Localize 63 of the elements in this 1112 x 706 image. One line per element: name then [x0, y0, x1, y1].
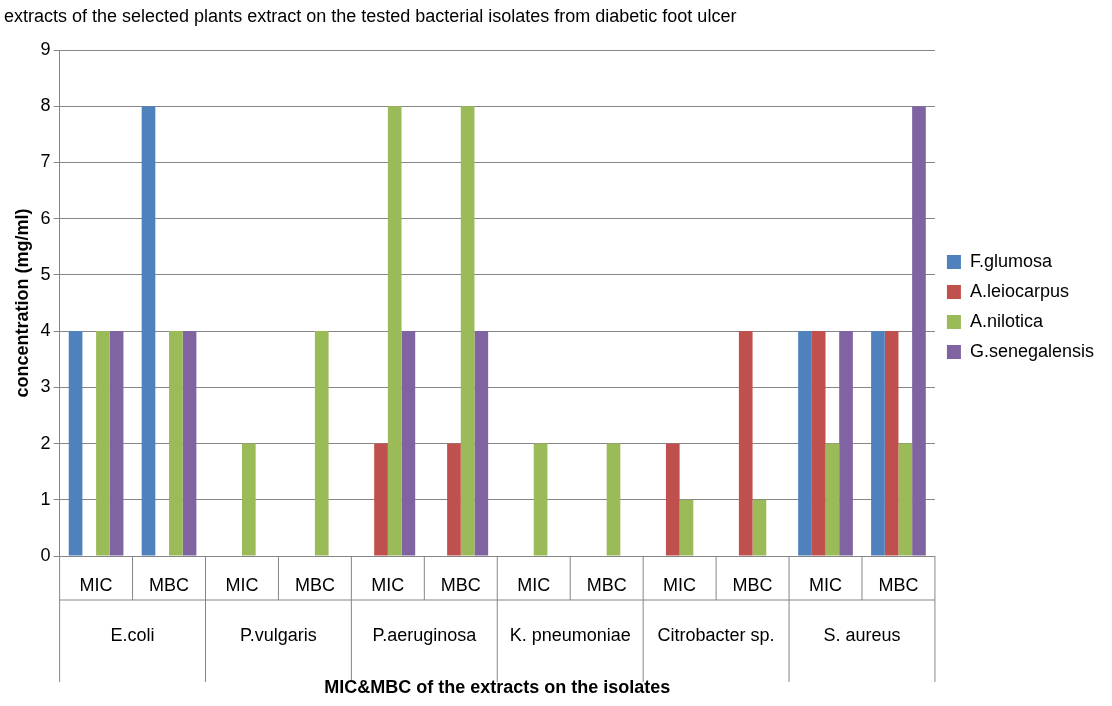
text: E.coli [110, 624, 155, 645]
legend-label: G.senegalensis [969, 340, 1094, 361]
x-tick-label: MBC [294, 574, 335, 595]
y-tick-label: 6 [40, 207, 51, 228]
bar [752, 499, 767, 556]
chart-title: extracts of the selected plants extract on the tested bacterial isolates from diabetic foot ulcer [4, 5, 737, 26]
x-tick-label: MBC [149, 574, 190, 595]
bar [871, 331, 885, 556]
bar [474, 331, 489, 556]
bar [606, 443, 621, 556]
legend-label: A.nilotica [969, 310, 1044, 331]
y-axis-title: concentration (mg/ml) [11, 208, 32, 398]
bar [241, 443, 256, 556]
text: S. aureus [823, 624, 901, 645]
y-tick-label: 0 [40, 544, 51, 565]
text: K. pneumoniae [509, 624, 631, 645]
y-tick-label: 2 [40, 432, 51, 453]
bar [374, 443, 388, 556]
bar [141, 106, 156, 556]
x-tick-label: MIC [371, 574, 405, 595]
y-tick-label: 8 [40, 95, 51, 116]
text: P.vulgaris [240, 624, 317, 645]
bar [679, 499, 694, 556]
bar [825, 443, 840, 556]
bar [665, 443, 680, 556]
bar [884, 331, 899, 556]
y-tick-label: 9 [40, 38, 51, 59]
y-tick-label: 3 [40, 376, 51, 397]
bar [401, 331, 416, 556]
y-tick-label: 4 [40, 320, 51, 341]
x-tick-label: MIC [517, 574, 551, 595]
bar [533, 443, 548, 556]
bar [460, 106, 475, 556]
bar [109, 331, 124, 556]
y-tick-label: 1 [40, 488, 51, 509]
bar [96, 331, 110, 556]
bar [68, 331, 83, 556]
text: Citrobacter sp. [657, 624, 775, 645]
bar [738, 331, 753, 556]
bar [898, 443, 913, 556]
x-tick-label: MIC [79, 574, 113, 595]
x-tick-label: MIC [225, 574, 259, 595]
x-tick-label: MIC [809, 574, 843, 595]
text: P.aeruginosa [372, 624, 478, 645]
bar [387, 106, 402, 556]
x-tick-label: MBC [440, 574, 481, 595]
x-tick-label: MBC [586, 574, 627, 595]
x-axis-title: MIC&MBC of the extracts on the isolates [324, 676, 671, 697]
x-tick-label: MBC [732, 574, 773, 595]
bar [314, 331, 329, 556]
legend-label: F.glumosa [969, 250, 1053, 271]
x-tick-label: MBC [878, 574, 919, 595]
bar [169, 331, 183, 556]
y-tick-label: 5 [40, 263, 51, 284]
bar [447, 443, 461, 556]
x-tick-label: MIC [663, 574, 697, 595]
bar [839, 331, 853, 556]
bar [798, 331, 812, 556]
bar [182, 331, 197, 556]
bar [811, 331, 826, 556]
y-tick-label: 7 [40, 151, 51, 172]
legend-label: A.leiocarpus [969, 280, 1069, 301]
bar [912, 106, 926, 556]
